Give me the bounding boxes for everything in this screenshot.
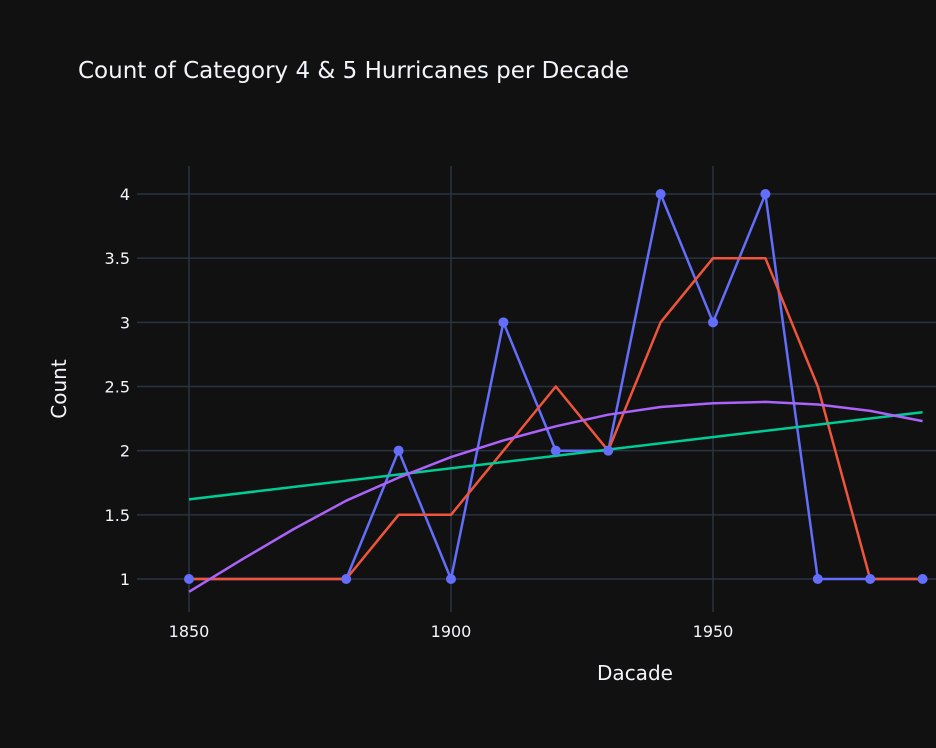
data-point[interactable] [812,574,823,584]
data-point[interactable] [498,317,509,328]
chart-title: Count of Category 4 & 5 Hurricanes per D… [78,58,630,84]
data-point[interactable] [393,445,404,456]
y-tick-label: 2.5 [105,378,130,397]
data-point[interactable] [603,445,614,456]
data-point[interactable] [708,317,718,328]
x-tick-label: 1950 [693,622,734,641]
series-line-polynomial-trend [188,400,923,593]
series-layer [184,189,928,593]
data-point[interactable] [865,574,876,584]
x-axis-title: Dacade [597,661,673,685]
series-line-linear-trend [188,410,923,501]
tick-labels: 1 1.5 2 2.5 3 3.5 4 1850 1900 1950 [105,185,734,641]
data-point[interactable] [184,574,194,584]
x-tick-label: 1850 [169,622,210,641]
y-axis-title: Count [47,359,71,419]
data-point[interactable] [917,574,928,584]
x-tick-label: 1900 [431,622,472,641]
data-point[interactable] [446,574,456,584]
y-tick-label: 4 [120,185,130,204]
data-point[interactable] [341,574,352,584]
y-tick-label: 1.5 [105,506,130,525]
data-point[interactable] [655,189,666,199]
y-tick-label: 3 [120,313,130,332]
y-tick-label: 3.5 [105,249,130,268]
y-tick-label: 1 [120,570,130,589]
y-tick-label: 2 [120,442,130,461]
data-point[interactable] [760,189,771,199]
grid [137,166,936,612]
series-line-rolling-mean [189,256,923,581]
data-point[interactable] [550,445,561,456]
